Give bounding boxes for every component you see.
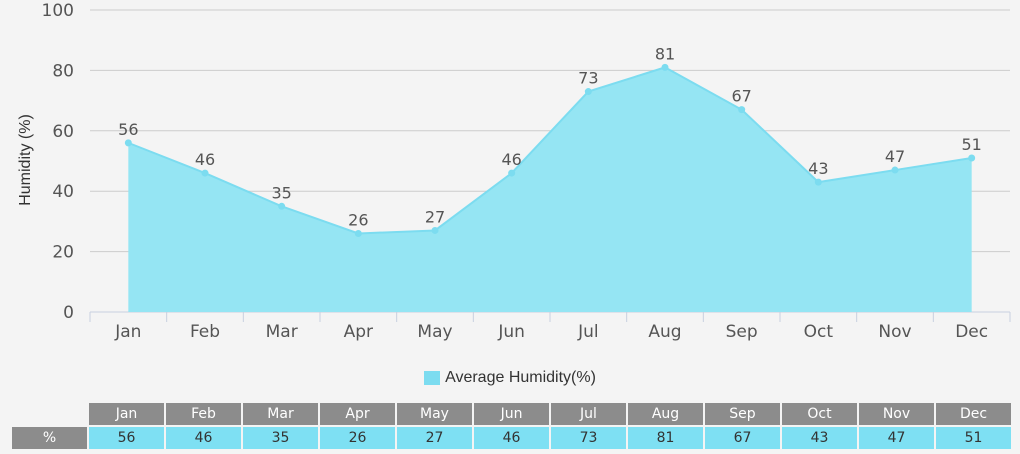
series-line	[127, 66, 972, 235]
data-label: 67	[731, 87, 751, 106]
x-tick-label: Feb	[190, 322, 220, 342]
table-value-cell: 26	[320, 427, 395, 449]
table-header-row: Jan Feb Mar Apr May Jun Jul Aug Sep Oct Nov Dec	[12, 403, 1011, 425]
data-point[interactable]	[661, 63, 669, 71]
data-label: 56	[118, 120, 138, 139]
x-tick-label: Dec	[955, 322, 988, 342]
data-label: 46	[501, 150, 521, 169]
legend-swatch	[424, 371, 441, 385]
x-tick-label: Oct	[804, 322, 834, 342]
data-points	[124, 63, 976, 237]
table-value-cell: 43	[782, 427, 857, 449]
data-label: 46	[195, 150, 215, 169]
table-column-header: Sep	[705, 403, 780, 425]
y-tick-label: 40	[52, 182, 74, 202]
data-table: Jan Feb Mar Apr May Jun Jul Aug Sep Oct Nov Dec % 5…	[10, 401, 1013, 451]
data-point[interactable]	[738, 106, 746, 114]
data-label: 73	[578, 69, 598, 88]
data-point[interactable]	[968, 154, 976, 162]
table-value-cell: 46	[474, 427, 549, 449]
x-tick-label: Aug	[648, 322, 681, 342]
table-value-cell: 46	[166, 427, 241, 449]
table-value-cell: 35	[243, 427, 318, 449]
table-value-cell: 67	[705, 427, 780, 449]
data-label: 35	[271, 183, 291, 202]
y-axis-label: Humidity (%)	[17, 114, 34, 206]
table-column-header: Jul	[551, 403, 626, 425]
table-column-header: Apr	[320, 403, 395, 425]
y-tick-label: 100	[42, 1, 74, 21]
y-tick-label: 20	[52, 243, 74, 263]
data-point[interactable]	[124, 139, 132, 147]
table-corner-cell	[12, 403, 87, 425]
data-point[interactable]	[814, 178, 822, 186]
data-label: 81	[655, 44, 675, 63]
x-tick-label: Mar	[266, 322, 298, 342]
table-value-cell: 56	[89, 427, 164, 449]
table-column-header: Jun	[474, 403, 549, 425]
x-tick-label: Jun	[497, 322, 525, 342]
data-point[interactable]	[354, 229, 362, 237]
table-column-header: May	[397, 403, 472, 425]
x-tick-labels: Jan Feb Mar Apr May Jun Jul Aug Sep Oct Nov Dec	[114, 322, 988, 342]
data-point[interactable]	[508, 169, 516, 177]
table-value-cell: 73	[551, 427, 626, 449]
table-value-cell: 27	[397, 427, 472, 449]
table-column-header: Nov	[859, 403, 934, 425]
data-label: 47	[885, 147, 905, 166]
x-tick-label: Nov	[878, 322, 911, 342]
x-tick-label: Sep	[726, 322, 758, 342]
area-fill	[128, 67, 972, 312]
table-column-header: Feb	[166, 403, 241, 425]
data-label: 26	[348, 210, 368, 229]
table-value-cell: 81	[628, 427, 703, 449]
table-value-row: % 56 46 35 26 27 46 73 81 67 43 47 51	[12, 427, 1011, 449]
data-labels: 56 46 35 26 27 46 73 81 67 43 47 51	[118, 44, 982, 229]
y-tick-label: 80	[52, 61, 74, 81]
y-tick-labels: 0 20 40 60 80 100	[42, 1, 74, 323]
y-tick-label: 0	[63, 303, 74, 323]
table-column-header: Jan	[89, 403, 164, 425]
table-column-header: Dec	[936, 403, 1011, 425]
data-point[interactable]	[278, 202, 286, 210]
table-column-header: Oct	[782, 403, 857, 425]
legend-label: Average Humidity(%)	[445, 369, 596, 386]
data-label: 43	[808, 159, 828, 178]
data-label: 27	[425, 207, 445, 226]
legend[interactable]: Average Humidity(%)	[0, 367, 1020, 389]
x-tick-label: Jul	[577, 322, 599, 342]
table-column-header: Mar	[243, 403, 318, 425]
table-column-header: Aug	[628, 403, 703, 425]
data-point[interactable]	[201, 169, 209, 177]
area-series	[127, 66, 972, 312]
table-value-cell: 47	[859, 427, 934, 449]
humidity-area-chart: 0 20 40 60 80 100 56 46 35 26 27 46 73 81 67 43 47 51 Ja…	[17, 1, 1011, 342]
table-row-header: %	[12, 427, 87, 449]
x-tick-label: Apr	[344, 322, 373, 342]
data-label: 51	[961, 135, 981, 154]
data-point[interactable]	[891, 166, 899, 174]
y-tick-label: 60	[52, 122, 74, 142]
table-value-cell: 51	[936, 427, 1011, 449]
data-point[interactable]	[584, 88, 592, 96]
x-tick-label: May	[417, 322, 452, 342]
x-tick-label: Jan	[114, 322, 141, 342]
data-point[interactable]	[431, 226, 439, 234]
